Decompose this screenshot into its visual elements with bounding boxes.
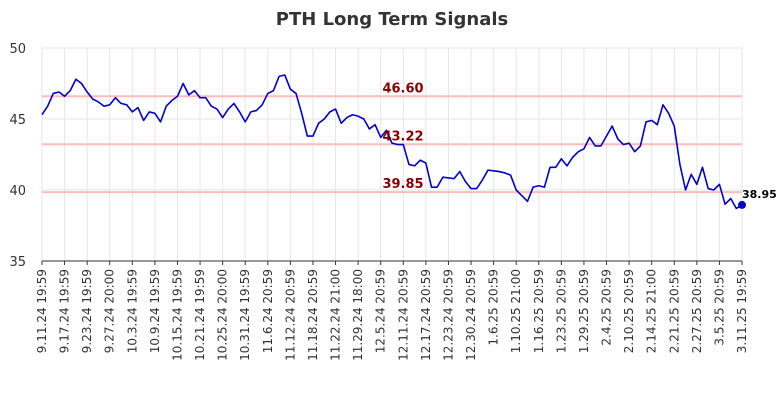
signal-labels: 46.60 43.22 39.85 38.95 xyxy=(382,81,776,201)
x-tick-label: 1.29.25 20:59 xyxy=(577,269,591,353)
signal-value-label: 39.85 xyxy=(382,177,423,192)
signal-value-label: 46.60 xyxy=(382,81,423,96)
chart-title: PTH Long Term Signals xyxy=(276,9,508,30)
series-line xyxy=(41,74,743,210)
x-tick-label: 12.11.24 20:59 xyxy=(396,269,410,361)
x-tick-label: 12.17.24 20:59 xyxy=(419,269,433,361)
x-tick-label: 2.10.25 20:59 xyxy=(622,269,636,353)
x-tick-label: 2.27.25 20:59 xyxy=(690,269,704,353)
x-tick-label: 2.4.25 20:59 xyxy=(600,269,614,346)
x-tick-label: 11.18.24 20:59 xyxy=(306,269,320,361)
x-tick-label: 11.12.24 20:59 xyxy=(283,269,297,361)
x-tick-label: 10.25.24 20:00 xyxy=(216,269,230,361)
y-tick-label: 45 xyxy=(9,113,26,128)
x-tick-label: 9.23.24 19:59 xyxy=(80,269,94,353)
x-tick-label: 9.27.24 20:00 xyxy=(103,269,117,353)
y-axis-ticks: 35 40 45 50 xyxy=(9,42,26,270)
x-tick-label: 2.21.25 20:59 xyxy=(667,269,681,353)
x-tick-label: 12.23.24 20:59 xyxy=(441,269,455,361)
last-point-marker xyxy=(738,200,746,209)
x-tick-label: 1.6.25 20:59 xyxy=(487,269,501,346)
x-tick-label: 11.29.24 18:00 xyxy=(351,269,365,361)
x-tick-label: 9.11.24 19:59 xyxy=(35,269,49,353)
x-tick-label: 12.30.24 20:59 xyxy=(464,269,478,361)
y-tick-label: 50 xyxy=(9,42,26,57)
x-tick-label: 9.17.24 19:59 xyxy=(58,269,72,353)
x-tick-label: 1.16.25 20:59 xyxy=(532,269,546,353)
grid-lines xyxy=(41,47,743,262)
y-tick-label: 40 xyxy=(9,184,26,199)
x-tick-label: 10.3.24 19:59 xyxy=(125,269,139,353)
x-tick-label: 10.9.24 19:59 xyxy=(148,269,162,353)
x-tick-label: 11.22.24 21:00 xyxy=(329,269,343,361)
x-tick-label: 10.21.24 19:59 xyxy=(193,269,207,361)
x-tick-label: 1.10.25 21:00 xyxy=(509,269,523,353)
x-tick-label: 10.31.24 19:59 xyxy=(238,269,252,361)
x-tick-label: 3.11.25 19:59 xyxy=(735,269,749,353)
x-tick-label: 10.15.24 19:59 xyxy=(170,269,184,361)
x-tick-label: 11.6.24 20:59 xyxy=(261,269,275,353)
x-tick-label: 1.23.25 20:59 xyxy=(554,269,568,353)
last-value-label: 38.95 xyxy=(742,188,777,201)
signal-value-label: 43.22 xyxy=(382,129,423,144)
price-series xyxy=(41,74,746,210)
x-tick-label: 2.14.25 21:00 xyxy=(645,269,659,353)
x-tick-label: 3.5.25 20:59 xyxy=(712,269,726,346)
x-tick-label: 12.5.24 20:59 xyxy=(374,269,388,353)
y-tick-label: 35 xyxy=(9,255,26,270)
x-axis-ticks: 9.11.24 19:59 9.17.24 19:59 9.23.24 19:59 9… xyxy=(35,261,749,361)
